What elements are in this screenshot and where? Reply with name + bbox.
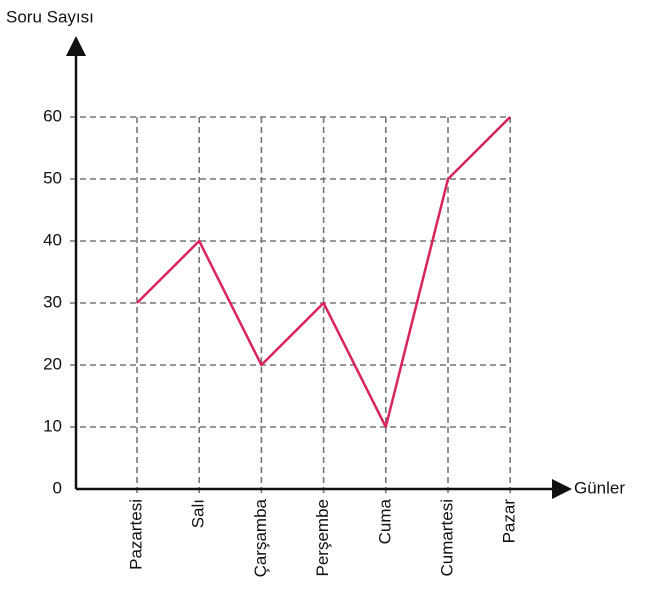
- data-line: [136, 116, 512, 429]
- x-tick-label: Salı: [189, 499, 208, 528]
- x-tick-label: Cuma: [375, 498, 394, 544]
- grid: [70, 116, 512, 495]
- x-tick-label: Perşembe: [313, 499, 332, 576]
- y-axis-label: Soru Sayısı: [6, 7, 94, 26]
- y-tick-label: 30: [43, 292, 62, 311]
- y-tick-label: 60: [43, 106, 62, 125]
- y-tick-label: 10: [43, 416, 62, 435]
- x-tick-label: Çarşamba: [251, 498, 270, 577]
- y-tick-label: 20: [43, 354, 62, 373]
- y-tick-label: 0: [53, 478, 62, 497]
- y-tick-label: 50: [43, 168, 62, 187]
- x-axis-label: Günler: [574, 478, 625, 497]
- x-tick-label: Pazar: [500, 499, 519, 544]
- x-tick-label: Cumartesi: [437, 499, 456, 576]
- y-tick-label: 40: [43, 230, 62, 249]
- x-tick-label: Pazartesi: [126, 499, 145, 570]
